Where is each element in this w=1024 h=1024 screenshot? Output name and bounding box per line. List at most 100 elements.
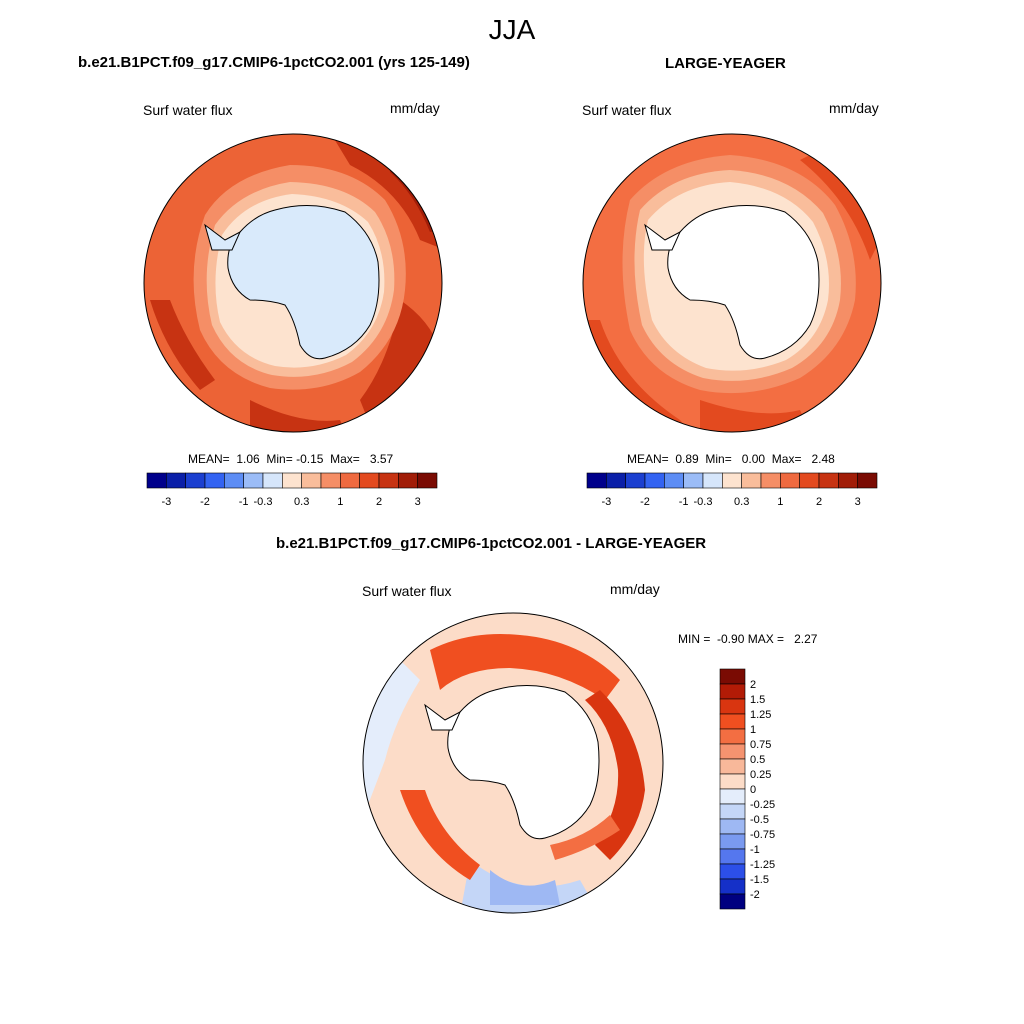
panel3-colorbar-swatch xyxy=(719,863,746,880)
panel2-colorbar-swatch xyxy=(683,472,704,489)
panel3-colorbar-tick-label: -1.5 xyxy=(750,874,769,886)
panel1-colorbar-swatch xyxy=(282,472,302,489)
panel2-colorbar-swatch xyxy=(722,472,742,489)
panel3-colorbar-swatch xyxy=(719,878,746,895)
panel3-colorbar-swatch xyxy=(719,713,746,730)
panel1-colorbar-tick-label: -3 xyxy=(161,496,171,508)
panel1-colorbar-tick-label: -0.3 xyxy=(254,496,273,508)
panel3-colorbar-tick-label: 1.25 xyxy=(750,709,771,721)
panel1-antarctica xyxy=(227,204,380,360)
panel1-colorbar-swatch xyxy=(320,472,341,489)
panel2-antarctica xyxy=(667,204,820,360)
panel2-colorbar-tick-label: -3 xyxy=(601,496,611,508)
panel3-colorbar-tick-label: 1.5 xyxy=(750,694,765,706)
panel3-peninsula xyxy=(424,703,462,731)
panel1-variable: Surf water flux xyxy=(143,102,233,118)
panel1-dark-region xyxy=(250,400,345,432)
panel3-colorbar-tick-label: 2 xyxy=(750,679,756,691)
panel1-colorbar-tick-label: -2 xyxy=(200,496,210,508)
panel3-variable: Surf water flux xyxy=(362,583,452,599)
panel3-colorbar-tick-label: -1 xyxy=(750,844,760,856)
panel3-colorbar-tick-label: 1 xyxy=(750,724,756,736)
panel2-peninsula xyxy=(644,223,682,251)
panel3-title: b.e21.B1PCT.f09_g17.CMIP6-1pctCO2.001 - … xyxy=(276,535,707,552)
panel2-units: mm/day xyxy=(829,100,879,116)
panel1-colorbar-swatch xyxy=(398,472,418,489)
panel2-min: 0.00 xyxy=(741,452,766,466)
panel1-colorbar-swatch xyxy=(262,472,283,489)
panel3-positive-region xyxy=(585,690,645,860)
panel2-colorbar-swatch xyxy=(838,472,858,489)
panel1-colorbar-tick-label: 1 xyxy=(337,496,343,508)
panel2-max: 2.48 xyxy=(811,452,835,466)
panel3-positive-region xyxy=(550,815,620,860)
panel1-colorbar-tick-label: 0.3 xyxy=(294,496,309,508)
panel3-colorbar-swatch xyxy=(719,728,746,745)
panel2-max-label: Max= xyxy=(771,452,802,466)
panel3-colorbar-swatch xyxy=(719,833,746,850)
panel1-min: -0.15 xyxy=(296,452,324,466)
panel2-title: LARGE-YEAGER xyxy=(665,55,786,72)
panel3-colorbar-tick-label: -0.25 xyxy=(750,799,775,811)
panel2-colorbar-swatch xyxy=(818,472,839,489)
panel1-dark-region xyxy=(360,300,440,425)
panel3-min-label: MIN = xyxy=(678,632,711,646)
panel2-colorbar-swatch xyxy=(625,472,646,489)
panel2-colorbar-swatch xyxy=(606,472,626,489)
panel3-stats: MIN = -0.90 MAX = 2.27 xyxy=(678,632,817,646)
panel3-colorbar-swatch xyxy=(719,698,746,715)
panel1-title: b.e21.B1PCT.f09_g17.CMIP6-1pctCO2.001 (y… xyxy=(78,54,470,71)
panel3-colorbar-tick-label: 0.5 xyxy=(750,754,765,766)
panel1-min-label: Min= xyxy=(266,452,293,466)
panel1-stats: MEAN= 1.06 Min= -0.15 Max= 3.57 xyxy=(188,452,393,466)
panel1-colorbar-swatch xyxy=(378,472,399,489)
panel3-colorbar-swatch xyxy=(719,803,746,820)
panel1-dark-region xyxy=(150,300,215,390)
panel3-colorbar-swatch xyxy=(719,788,746,805)
panel1-max: 3.57 xyxy=(369,452,394,466)
panel1-colorbar-swatch xyxy=(146,472,167,489)
panel1-dark-region xyxy=(330,134,442,250)
panel1-map xyxy=(143,133,443,433)
panel1-colorbar-swatch xyxy=(340,472,360,489)
panel1-colorbar-swatch xyxy=(185,472,206,489)
panel2-map-border xyxy=(582,133,882,433)
panel3-colorbar-swatch xyxy=(719,683,746,700)
panel2-colorbar-swatch xyxy=(664,472,684,489)
panel3-colorbar: 2 1.5 1.25 1 0.75 0.5 0.25 0 -0.25 -0.5 -0.75 -1 -1.… xyxy=(719,668,775,910)
panel2-colorbar: -3 -2 -1 -0.3 0.3 1 2 3 xyxy=(586,472,878,508)
panel3-units: mm/day xyxy=(610,581,660,597)
panel2-colorbar-tick-label: 0.3 xyxy=(734,496,749,508)
panel1-colorbar-tick-label: 2 xyxy=(376,496,382,508)
panel2-mean: 0.89 xyxy=(675,452,699,466)
panel2-colorbar-swatch xyxy=(702,472,723,489)
panel2-mean-label: MEAN= xyxy=(627,452,669,466)
panel3-positive-region xyxy=(430,634,620,700)
panel2-colorbar-swatch xyxy=(760,472,781,489)
panel2-colorbar-swatch xyxy=(780,472,800,489)
panel2-colorbar-swatch xyxy=(857,472,878,489)
panel1-colorbar-swatch xyxy=(224,472,244,489)
panel1-colorbar-tick-label: 3 xyxy=(415,496,421,508)
panel3-negative-region xyxy=(490,870,560,905)
panel1-units: mm/day xyxy=(390,100,440,116)
panel1-map-border xyxy=(143,133,443,433)
panel2-colorbar-swatch xyxy=(799,472,820,489)
panel2-colorbar-tick-label: 3 xyxy=(855,496,861,508)
panel3-min: -0.90 xyxy=(717,632,745,646)
panel2-colorbar-swatch xyxy=(741,472,762,489)
panel3-colorbar-swatch xyxy=(719,773,746,790)
panel1-colorbar-swatch xyxy=(301,472,322,489)
panel3-positive-region xyxy=(400,790,480,880)
panel3-antarctica xyxy=(447,684,600,840)
panel2-colorbar-swatch xyxy=(586,472,607,489)
panel3-map-border xyxy=(362,612,664,914)
panel3-colorbar-tick-label: -1.25 xyxy=(750,859,775,871)
panel3-colorbar-swatch xyxy=(719,743,746,760)
panel1-colorbar-swatch xyxy=(166,472,186,489)
panel2-colorbar-tick-label: 2 xyxy=(816,496,822,508)
panel2-stats: MEAN= 0.89 Min= 0.00 Max= 2.48 xyxy=(627,452,835,466)
panel1-mean-label: MEAN= xyxy=(188,452,230,466)
panel2-colorbar-tick-label: -1 xyxy=(679,496,689,508)
